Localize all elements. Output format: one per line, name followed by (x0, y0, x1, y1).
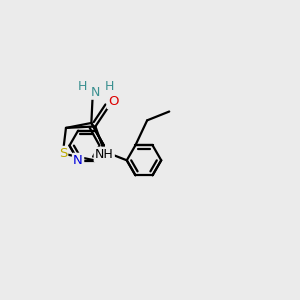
Text: N: N (73, 154, 83, 167)
Text: O: O (108, 95, 118, 108)
Text: S: S (58, 147, 67, 160)
Text: N: N (91, 85, 101, 98)
Text: NH: NH (95, 148, 114, 161)
Text: H: H (78, 80, 87, 93)
Text: H: H (104, 80, 114, 93)
